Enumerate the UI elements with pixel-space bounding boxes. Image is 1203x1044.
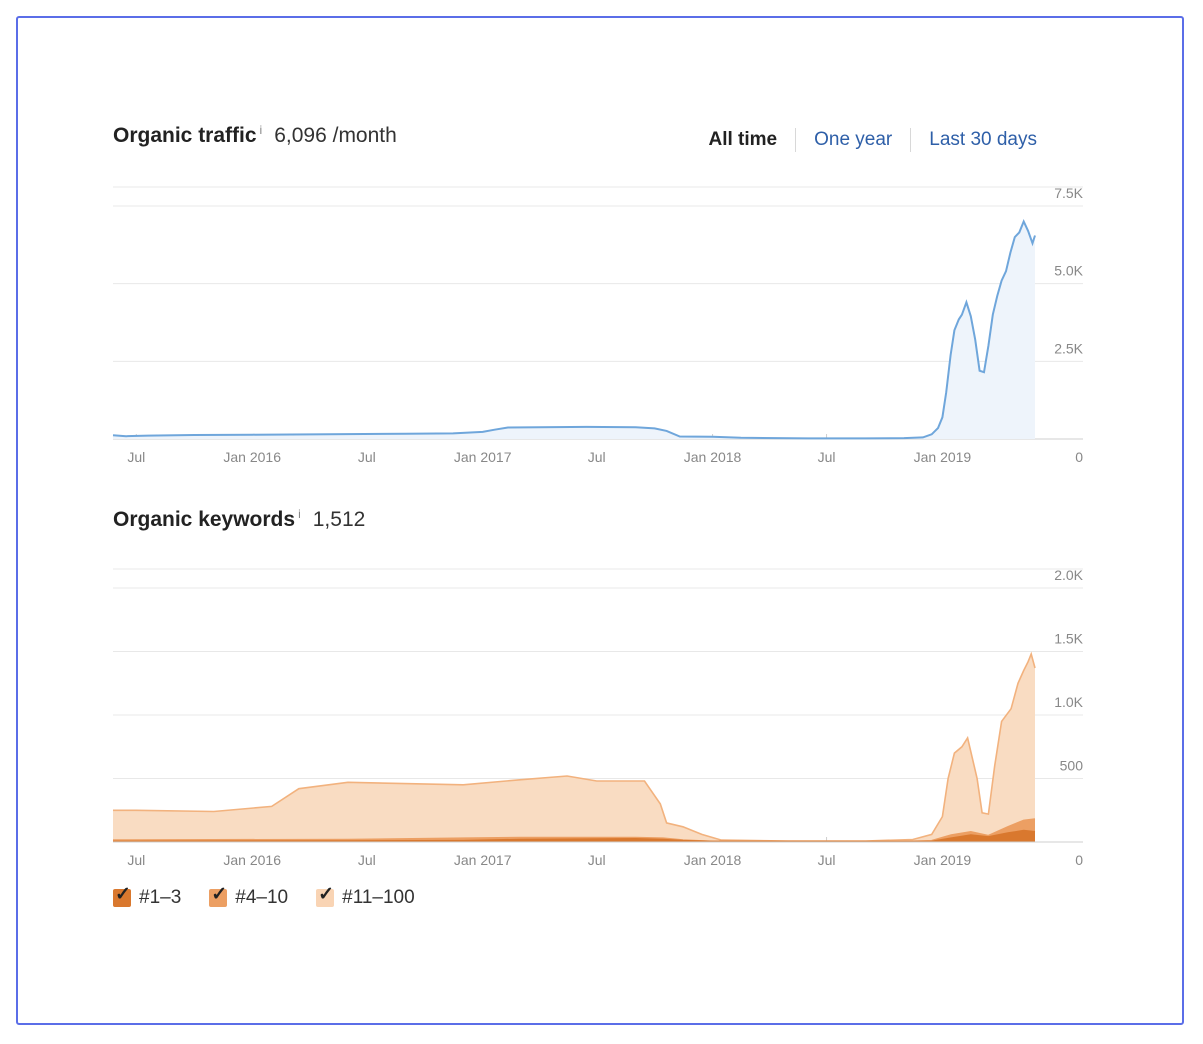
x-tick-label: Jan 2017 <box>454 449 512 465</box>
info-icon[interactable]: i <box>259 123 263 137</box>
checkbox-4-10[interactable]: ✓ <box>209 885 228 907</box>
y-tick-label: 1.0K <box>1054 694 1083 710</box>
check-icon: ✓ <box>115 884 131 905</box>
traffic-line <box>112 218 1036 440</box>
x-tick-label: Jul <box>127 449 145 465</box>
keywords-header: Organic keywords i 1,512 <box>113 507 366 532</box>
card-frame <box>16 16 1184 1025</box>
traffic-title: Organic traffic <box>113 124 257 147</box>
x-tick-label: Jan 2018 <box>684 852 742 868</box>
traffic-value: 6,096 /month <box>274 124 397 147</box>
y-tick-label: 0 <box>1075 449 1083 465</box>
checkbox-11-100[interactable]: ✓ <box>316 885 335 907</box>
y-tick-label: 1.5K <box>1054 631 1083 647</box>
tab-last-30-days[interactable]: Last 30 days <box>929 129 1037 150</box>
y-tick-label: 7.5K <box>1054 185 1083 201</box>
x-tick-label: Jan 2017 <box>454 852 512 868</box>
time-range-tabs: All time One year Last 30 days <box>690 128 1055 152</box>
traffic-header: Organic traffic i 6,096 /month <box>113 123 397 148</box>
y-tick-label: 2.5K <box>1054 340 1083 356</box>
x-tick-label: Jan 2016 <box>223 852 281 868</box>
x-tick-label: Jan 2018 <box>684 449 742 465</box>
keywords-title: Organic keywords <box>113 508 296 531</box>
x-tick-label: Jul <box>588 449 606 465</box>
series-11-100-line <box>113 651 1036 842</box>
traffic-area <box>113 221 1035 439</box>
x-tick-label: Jul <box>358 449 376 465</box>
y-tick-label: 5.0K <box>1054 263 1083 279</box>
checkbox-top3[interactable]: ✓ <box>113 885 131 907</box>
keywords-chart: 0 500 1.0K 1.5K 2.0K Jul Jan 2016 Jul Jan 2017 Ju… <box>112 567 1084 868</box>
legend-label: #4–10 <box>235 887 289 908</box>
legend-item-4-10[interactable]: ✓ #4–10 <box>209 885 289 909</box>
legend-label: #11–100 <box>342 887 415 908</box>
x-tick-label: Jul <box>588 852 606 868</box>
check-icon: ✓ <box>318 884 335 905</box>
y-tick-label: 0 <box>1075 852 1083 868</box>
x-tick-label: Jan 2019 <box>914 852 972 868</box>
x-tick-label: Jan 2016 <box>223 449 281 465</box>
x-tick-label: Jul <box>127 852 145 868</box>
series-11-100-area <box>113 654 1035 842</box>
tab-divider <box>910 128 912 152</box>
x-tick-label: Jul <box>818 852 836 868</box>
tab-all-time[interactable]: All time <box>708 129 778 150</box>
keywords-legend: ✓ #1–3 ✓ #4–10 ✓ #11–100 <box>113 885 443 909</box>
tab-one-year[interactable]: One year <box>814 129 893 150</box>
y-tick-label: 500 <box>1060 758 1084 774</box>
y-tick-label: 2.0K <box>1054 567 1083 583</box>
tab-divider <box>795 128 797 152</box>
check-icon: ✓ <box>211 884 228 905</box>
legend-label: #1–3 <box>139 887 182 908</box>
x-tick-label: Jan 2019 <box>914 449 972 465</box>
traffic-chart: 0 2.5K 5.0K 7.5K Jul Jan 2016 Jul Jan 2017 Jul Ja… <box>112 185 1084 465</box>
legend-item-top3[interactable]: ✓ #1–3 <box>113 885 182 909</box>
x-tick-label: Jul <box>358 852 376 868</box>
keywords-value: 1,512 <box>312 508 366 531</box>
x-tick-label: Jul <box>818 449 836 465</box>
legend-item-11-100[interactable]: ✓ #11–100 <box>316 885 415 909</box>
info-icon[interactable]: i <box>298 507 301 521</box>
